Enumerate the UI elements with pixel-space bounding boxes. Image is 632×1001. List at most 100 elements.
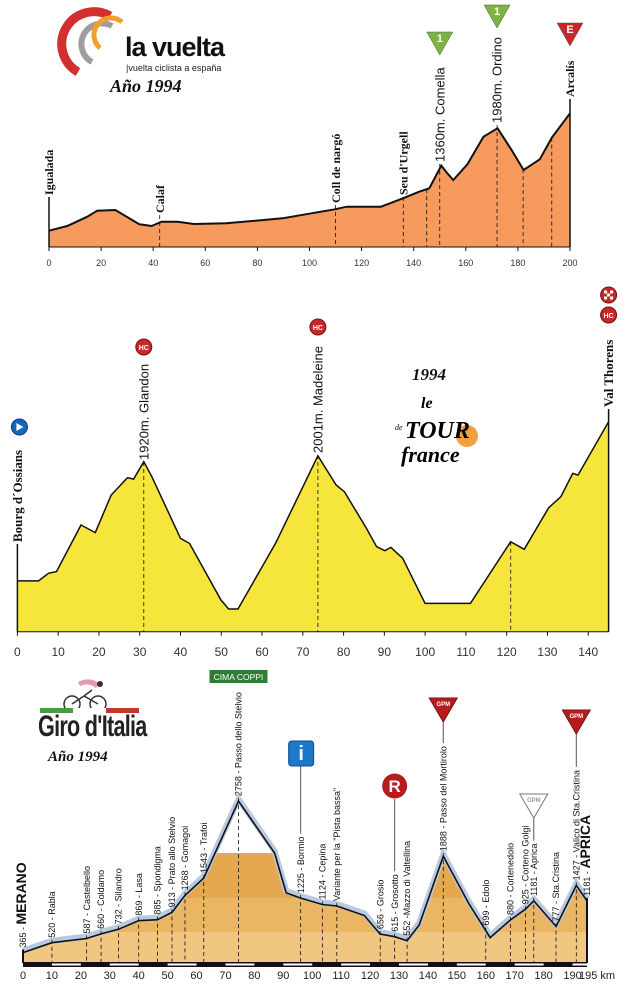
profile-halo [22,793,590,954]
svg-text:R: R [389,777,401,796]
profile-area [49,113,570,247]
waypoint-label: 1543 - Trafoi [199,822,209,873]
category-1-triangle-icon: 1 [483,4,511,29]
svg-text:E: E [566,24,573,36]
x-tick-label: 60 [200,258,210,268]
giro-profile-chart: 0 10 20 30 40 50 60 70 80 90 100 110 120 130 140 150 160… [13,670,615,982]
waypoint-label: 1980m. Ordino [490,37,505,123]
giro-cyclist-icon [40,679,139,713]
vuelta-panel: la vuelta |vuelta ciclista a españa Año … [0,0,632,280]
waypoint-label: 885 - Spondigma [153,846,163,915]
x-tick-label: 100 [303,970,321,982]
waypoint-label: 880 - Cortenedolo [506,843,516,915]
waypoint-label: 1181 - APRICA [577,815,593,896]
x-tick-label: 20 [92,645,106,659]
tour-de-france-logo: le de TOUR france [395,395,478,467]
x-tick-label: 20 [96,258,106,268]
x-tick-label: 120 [497,645,517,659]
x-tick-label: 10 [46,970,58,982]
x-tick-label: 50 [161,970,173,982]
x-tick-label: 170 [506,970,524,982]
x-tick-label: 90 [277,970,289,982]
finish-flag-icon [600,286,618,304]
x-tick-label: 30 [133,645,147,659]
hc-climb-icon: HC [135,338,153,356]
tour-profile-chart: 0 10 20 30 40 50 60 70 80 90 100 110 120 130 140 Bourg … [10,286,618,659]
x-tick-label: 0 [46,258,51,268]
waypoint-label: 1225 - Bormio [296,837,306,894]
x-tick-label: 40 [148,258,158,268]
x-tick-label: 190 [563,970,581,982]
x-tick-label: 120 [354,258,369,268]
x-tick-label: 50 [215,645,229,659]
gpm-triangle-icon: GPM [561,709,592,735]
x-tick-label: 0 [20,970,26,982]
x-tick-label: 110 [456,645,475,659]
vuelta-logo-subtitle: |vuelta ciclista a españa [126,63,222,73]
waypoint-label: 699 - Edolo [481,880,491,926]
profile-area [17,421,609,632]
vuelta-year: Año 1994 [110,76,182,96]
x-tick-label: 60 [190,970,202,982]
gpm-outline-triangle-icon: GPM [518,793,549,819]
x-tick-label: 120 [361,970,379,982]
x-tick-label: 100 [415,645,435,659]
waypoint-label: 869 - Lasa [134,873,144,916]
x-tick-label: 140 [406,258,421,268]
waypoint-label: 1920m. Glandon [136,364,151,460]
x-tick-label: 150 [448,970,466,982]
waypoint-label: 777 - Sta.Cristina [551,852,561,922]
start-icon [10,418,28,436]
waypoint-label: 925 - Corteno Golgi [521,826,531,905]
x-tick-label: 130 [537,645,557,659]
waypoint-label: 587 - Castelbello [82,866,92,934]
waypoint-label: Bourg d´Ossians [10,450,25,542]
waypoint-label: 732 - Silandro [114,868,124,924]
x-tick-label: 200 [562,258,577,268]
hc-climb-icon: HC [309,318,327,336]
x-tick-label: 70 [296,645,310,659]
svg-text:HC: HC [313,325,323,332]
category-1-triangle-icon: 1 [426,31,454,56]
x-tick-label: 80 [248,970,260,982]
svg-text:CIMA COPPI: CIMA COPPI [214,672,264,682]
svg-text:GPM: GPM [527,798,541,804]
vuelta-profile-chart: 0 20 40 60 80 100 120 140 160 180 200 Igualada Calaf… [42,4,584,268]
waypoint-label: 2001m. Madeleine [310,346,325,453]
x-tick-label: 110 [332,970,350,982]
x-tick-label: 195 km [579,970,615,982]
giro-year: Año 1994 [48,749,108,765]
svg-text:1: 1 [494,6,500,18]
especial-triangle-icon: E [556,22,584,47]
waypoint-label: 1124 - Cepina [318,844,328,900]
waypoint-label: 1427 - Valico di Sta.Cristina [571,770,581,880]
waypoint-label: 1181 - Aprica [529,844,539,896]
logo-word: france [401,442,460,467]
svg-text:HC: HC [139,345,149,352]
waypoint-label: 660 - Coldamo [96,870,106,929]
waypoint-label: Igualada [42,150,56,195]
info-icon: i [288,740,315,767]
waypoint-label: 552 -Mazzo di Valtellina [402,841,412,936]
x-tick-label: 20 [75,970,87,982]
x-tick-label: 140 [419,970,437,982]
giro-panel: 0 10 20 30 40 50 60 70 80 90 100 110 120 130 140 150 160… [0,670,632,1001]
waypoint-label: Arcalís [563,60,577,97]
x-tick-label: 10 [51,645,65,659]
giro-logo-text: Giro d'Italia [38,710,147,743]
x-tick-label: 40 [174,645,188,659]
x-tick-label: 180 [534,970,552,982]
waypoint-label: 520 - Rabla [47,891,57,938]
svg-text:i: i [298,743,304,765]
vuelta-logo-swirl-icon [57,7,124,76]
svg-text:GPM: GPM [436,702,450,708]
vuelta-logo-text: la vuelta [125,32,225,62]
x-tick-label: 140 [578,645,598,659]
waypoint-label: 913 - Prato allo Stelvio [167,817,177,908]
waypoint-label: Coll de nargó [329,134,343,203]
tour-year: 1994 [412,365,446,384]
x-tick-label: 130 [390,970,408,982]
waypoint-label: 1268 - Gomagoi [180,826,190,891]
x-tick-label: 100 [302,258,317,268]
tour-panel: 0 10 20 30 40 50 60 70 80 90 100 110 120 130 140 Bourg … [0,280,632,670]
